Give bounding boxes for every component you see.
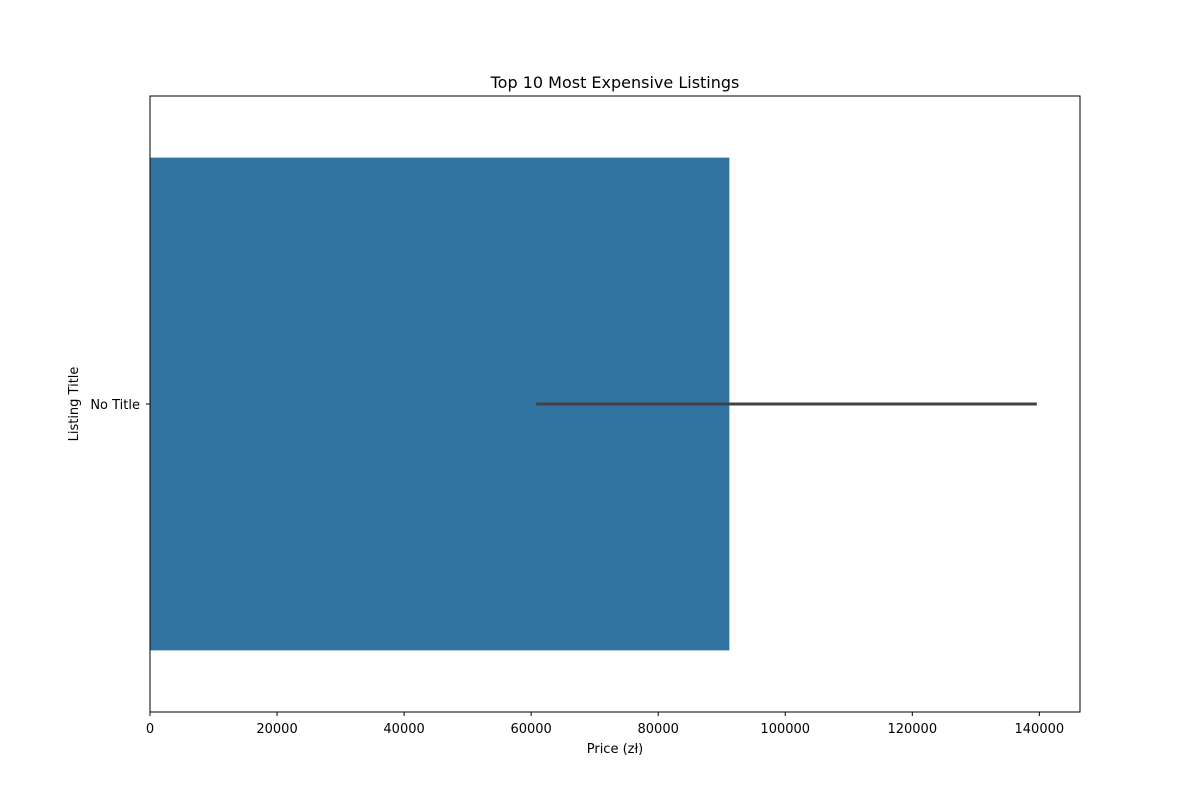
x-tick-label: 0 <box>146 722 154 737</box>
y-axis: No Title <box>90 398 150 413</box>
x-tick-label: 100000 <box>760 722 810 737</box>
x-tick-label: 60000 <box>510 722 551 737</box>
x-tick-label: 80000 <box>638 722 679 737</box>
x-tick-label: 120000 <box>887 722 937 737</box>
chart-title: Top 10 Most Expensive Listings <box>490 73 740 92</box>
x-axis: 0 20000 40000 60000 80000 100000 120000 140000 <box>146 712 1064 737</box>
x-tick-label: 20000 <box>256 722 297 737</box>
x-axis-label: Price (zł) <box>587 742 644 757</box>
x-tick-label: 140000 <box>1015 722 1065 737</box>
x-tick-label: 40000 <box>383 722 424 737</box>
plot-area <box>150 157 1037 651</box>
y-axis-label: Listing Title <box>67 367 82 442</box>
y-tick-label: No Title <box>90 398 140 413</box>
